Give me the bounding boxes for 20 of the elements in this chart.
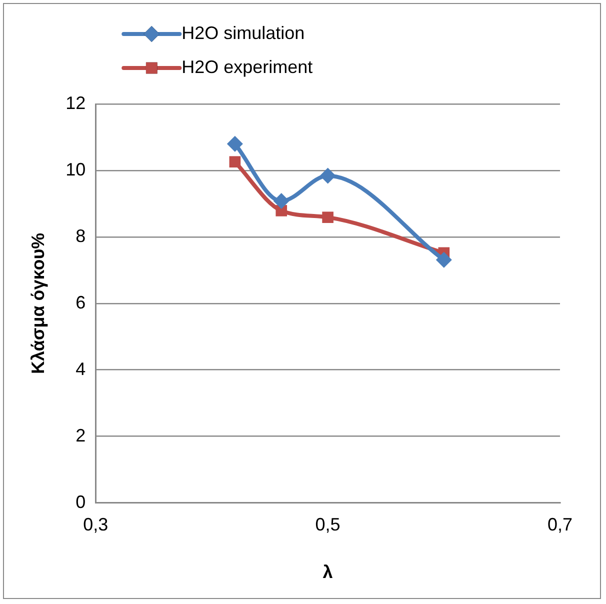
point xyxy=(273,193,290,210)
y-tick-label: 2 xyxy=(76,425,86,446)
x-tick-label: 0,5 xyxy=(315,514,340,535)
y-tick-label: 4 xyxy=(76,358,86,379)
point xyxy=(320,168,336,184)
y-tick-label: 6 xyxy=(76,292,86,312)
x-tick-label: 0,3 xyxy=(83,514,108,535)
point xyxy=(229,156,241,168)
point xyxy=(436,252,452,268)
point xyxy=(322,212,334,223)
y-axis-title: Κλάσμα όγκου% xyxy=(28,232,48,374)
legend-label: H2O simulation xyxy=(182,22,305,43)
y-tick-label: 8 xyxy=(76,226,86,246)
y-tick-label: 10 xyxy=(66,159,86,180)
y-tick-label: 12 xyxy=(66,92,86,113)
point xyxy=(226,136,243,152)
legend-label: H2O experiment xyxy=(182,56,313,77)
x-axis-title: λ xyxy=(322,562,333,582)
x-tick-label: 0,7 xyxy=(547,514,573,535)
y-tick-label: 0 xyxy=(76,492,86,512)
